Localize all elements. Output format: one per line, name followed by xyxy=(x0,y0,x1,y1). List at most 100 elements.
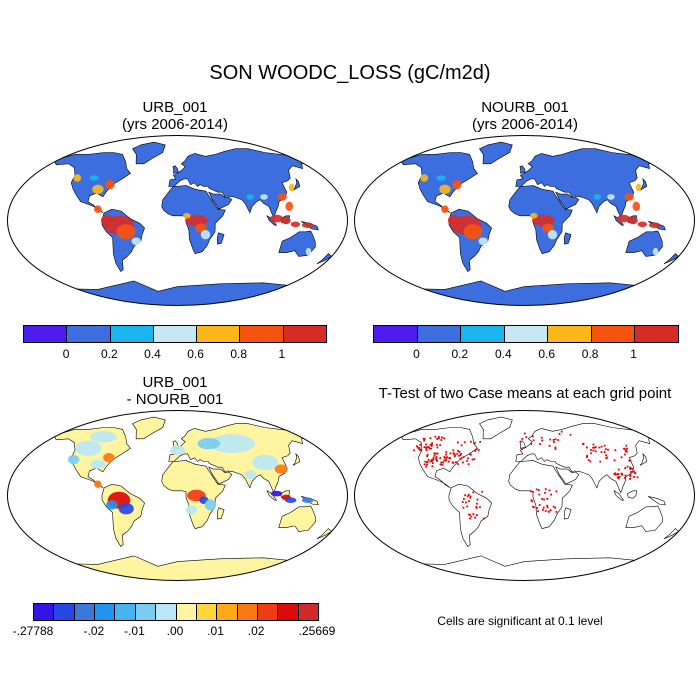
significant-cell xyxy=(458,454,460,457)
map-value-patch xyxy=(607,194,615,200)
significant-cell xyxy=(436,443,438,446)
significant-cell xyxy=(470,515,473,518)
significant-cell xyxy=(598,446,601,449)
map-value-patch xyxy=(252,454,279,470)
colorbar-tick-label: 0.6 xyxy=(538,347,556,361)
significant-cell xyxy=(474,516,476,519)
significant-cell xyxy=(535,488,538,491)
significant-cell xyxy=(452,449,455,452)
map-value-patch xyxy=(90,431,117,443)
colorbar-cell xyxy=(67,326,111,342)
panel-ttest-title: T-Test of two Case means at each grid po… xyxy=(378,385,672,402)
significant-cell xyxy=(547,510,550,513)
significant-cell xyxy=(413,449,415,452)
significant-cell xyxy=(463,441,466,444)
map-value-patch xyxy=(281,216,291,225)
significant-cell xyxy=(630,471,632,473)
colorbar-cell xyxy=(135,604,157,620)
significant-cell xyxy=(555,511,558,513)
significant-cell xyxy=(422,437,425,440)
significant-cell xyxy=(482,517,485,520)
map-value-patch xyxy=(287,511,314,527)
significant-cell xyxy=(626,447,629,450)
colorbar-tick-label: 0.6 xyxy=(187,347,204,361)
landmass-australia xyxy=(625,505,663,532)
map-value-patch xyxy=(439,184,451,194)
colorbar-cell xyxy=(34,604,55,620)
significant-cell xyxy=(600,445,603,448)
significant-cell xyxy=(525,436,528,439)
landmass-britain xyxy=(519,165,526,174)
colorbar-tick-label: 1 xyxy=(278,347,286,361)
significant-cell xyxy=(605,457,608,460)
map-value-patch xyxy=(116,224,136,240)
significant-cell xyxy=(625,444,628,447)
significant-cell xyxy=(530,490,532,493)
significant-cell xyxy=(457,441,459,444)
significant-cell xyxy=(589,460,592,463)
significant-cell xyxy=(625,448,627,451)
map-urb xyxy=(7,135,348,306)
significant-cell xyxy=(532,490,534,493)
significant-cell xyxy=(521,448,523,450)
significant-cell xyxy=(523,432,526,435)
map-value-patch xyxy=(305,247,312,256)
significant-cell xyxy=(435,456,438,458)
colorbar-cell xyxy=(156,604,177,620)
significant-cell xyxy=(426,461,429,463)
significant-cell xyxy=(538,504,541,506)
significant-cell xyxy=(425,449,428,451)
significant-cell xyxy=(418,448,420,450)
significant-cell xyxy=(549,509,552,511)
map-value-patch xyxy=(106,500,118,510)
colorbar-tick-label: .01 xyxy=(207,624,224,638)
map-value-patch xyxy=(632,201,641,211)
significant-cell xyxy=(474,450,477,452)
map-value-patch xyxy=(274,464,288,474)
colorbar-nourb xyxy=(373,325,679,343)
significant-cell xyxy=(634,472,637,475)
map-diff xyxy=(7,410,348,581)
map-value-patch xyxy=(532,214,555,227)
significant-cell xyxy=(481,490,484,493)
colorbar-tick-label: 0.8 xyxy=(230,347,248,361)
significant-cell xyxy=(594,450,597,453)
colorbar-cell xyxy=(257,604,279,620)
significant-cell xyxy=(470,440,472,443)
map-value-patch xyxy=(448,214,460,227)
significant-cell xyxy=(537,510,539,513)
significant-cell xyxy=(530,443,533,445)
significant-cell xyxy=(452,452,455,455)
landmass-southAmerica xyxy=(448,483,492,547)
significant-cell xyxy=(587,459,590,461)
significant-cell xyxy=(631,467,634,470)
significant-cell xyxy=(439,463,442,466)
significant-cell xyxy=(419,448,422,451)
colorbar-cell xyxy=(196,604,218,620)
significant-cell xyxy=(443,437,445,440)
significant-cell xyxy=(445,451,448,453)
map-value-patch xyxy=(617,214,631,223)
significant-cell xyxy=(465,501,467,504)
significant-cell xyxy=(613,459,616,462)
significant-cell xyxy=(544,491,546,494)
significant-cell xyxy=(537,489,540,491)
significant-cell xyxy=(425,447,427,449)
map-value-patch xyxy=(652,247,659,256)
map-value-patch xyxy=(183,213,191,219)
significant-cell xyxy=(417,446,419,449)
significant-cell xyxy=(552,439,555,441)
significant-cell xyxy=(541,498,543,500)
significant-cell xyxy=(592,443,595,446)
landmass-madagascar xyxy=(563,232,572,245)
map-value-patch xyxy=(290,221,301,228)
significant-cell xyxy=(433,452,436,455)
colorbar-cell xyxy=(591,326,636,342)
significant-cell xyxy=(542,508,544,511)
significant-cell xyxy=(426,455,428,457)
significant-cell xyxy=(603,451,606,453)
map-value-patch xyxy=(635,183,642,192)
map-border xyxy=(354,135,695,306)
significant-cell xyxy=(599,460,602,463)
significant-cell xyxy=(531,500,533,503)
